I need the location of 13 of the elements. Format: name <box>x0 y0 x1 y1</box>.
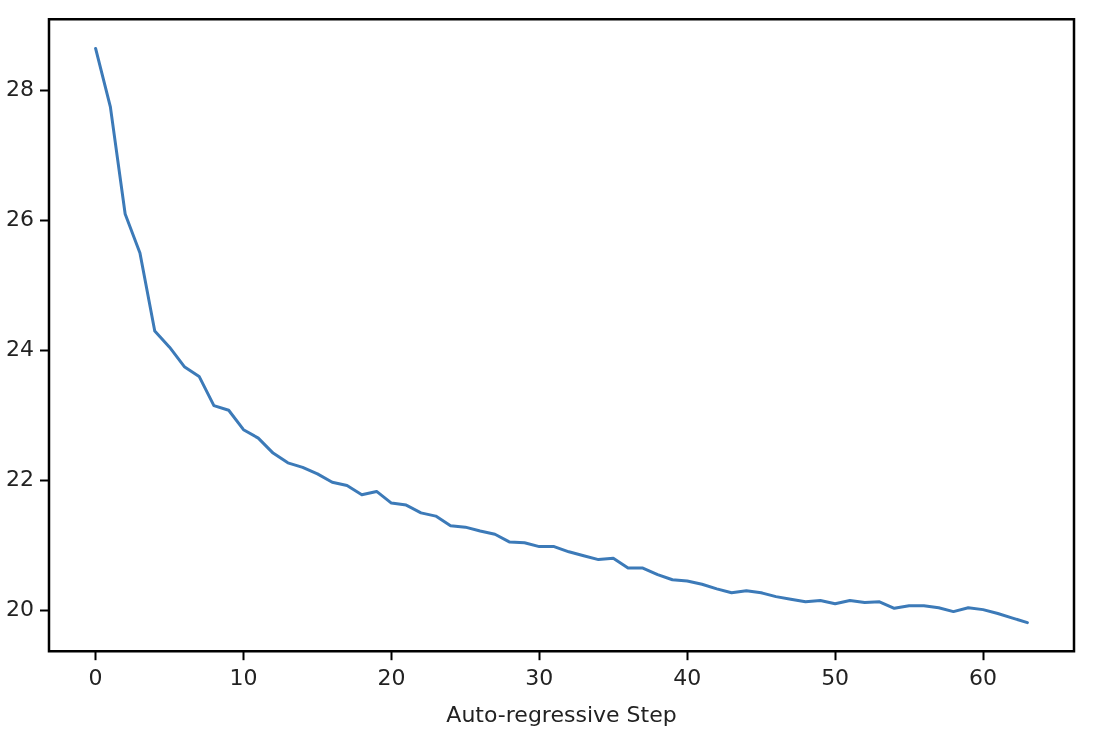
x-tick-label: 10 <box>229 665 258 691</box>
y-tick-label: 26 <box>5 206 34 232</box>
x-axis-title: Auto-regressive Step <box>446 701 677 727</box>
y-tick-label: 20 <box>5 596 34 621</box>
x-tick-label: 50 <box>821 665 850 691</box>
y-tick-label: 28 <box>5 76 34 102</box>
x-tick-label: 40 <box>673 665 702 691</box>
x-tick-label: 60 <box>969 665 998 691</box>
x-tick-label: 20 <box>377 665 406 691</box>
x-tick-label: 0 <box>88 665 103 691</box>
x-tick-label: 30 <box>525 665 554 691</box>
y-tick-label: 24 <box>5 336 34 362</box>
y-tick-label: 22 <box>5 466 34 492</box>
